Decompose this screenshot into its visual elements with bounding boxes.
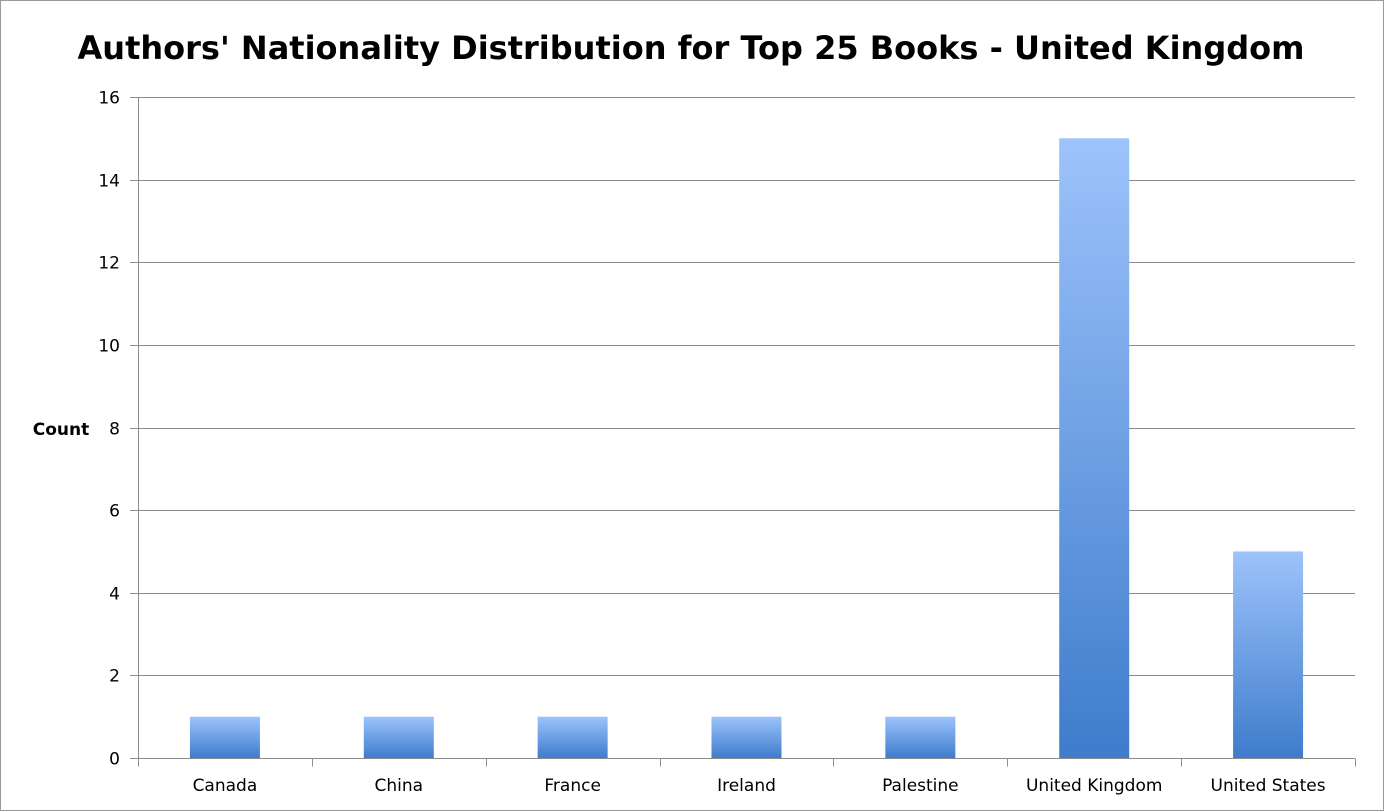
bar-france bbox=[537, 716, 608, 758]
y-tick-label: 8 bbox=[109, 420, 120, 440]
bar-ireland bbox=[711, 716, 782, 758]
chart-title: Authors' Nationality Distribution for To… bbox=[78, 29, 1305, 67]
bar-canada bbox=[189, 716, 260, 758]
bars bbox=[189, 138, 1304, 758]
y-tick-label: 6 bbox=[109, 502, 120, 522]
y-axis-label: Count bbox=[33, 420, 90, 440]
y-tick-label: 4 bbox=[109, 585, 120, 605]
x-tick-label: France bbox=[544, 776, 601, 796]
x-tick-label: Canada bbox=[193, 776, 258, 796]
y-tick-labels: 0 2 4 6 8 10 12 14 16 bbox=[98, 89, 120, 770]
axes bbox=[130, 97, 1356, 767]
y-tick-label: 0 bbox=[109, 750, 120, 770]
x-tick-label: United States bbox=[1211, 776, 1326, 796]
x-tick-label: Ireland bbox=[717, 776, 776, 796]
y-tick-label: 16 bbox=[98, 89, 120, 109]
x-tick-label: China bbox=[375, 776, 424, 796]
bar-united-states bbox=[1233, 551, 1304, 758]
x-tick-labels: Canada China France Ireland Palestine United … bbox=[193, 776, 1326, 796]
gridlines bbox=[130, 97, 1355, 676]
x-tick-label: Palestine bbox=[882, 776, 959, 796]
y-tick-label: 12 bbox=[98, 254, 120, 274]
x-tick-label: United Kingdom bbox=[1026, 776, 1162, 796]
bar-palestine bbox=[885, 716, 956, 758]
bar-united-kingdom bbox=[1059, 138, 1130, 758]
y-tick-label: 2 bbox=[109, 667, 120, 687]
y-tick-label: 14 bbox=[98, 172, 120, 192]
y-tick-label: 10 bbox=[98, 337, 120, 357]
bar-china bbox=[363, 716, 434, 758]
